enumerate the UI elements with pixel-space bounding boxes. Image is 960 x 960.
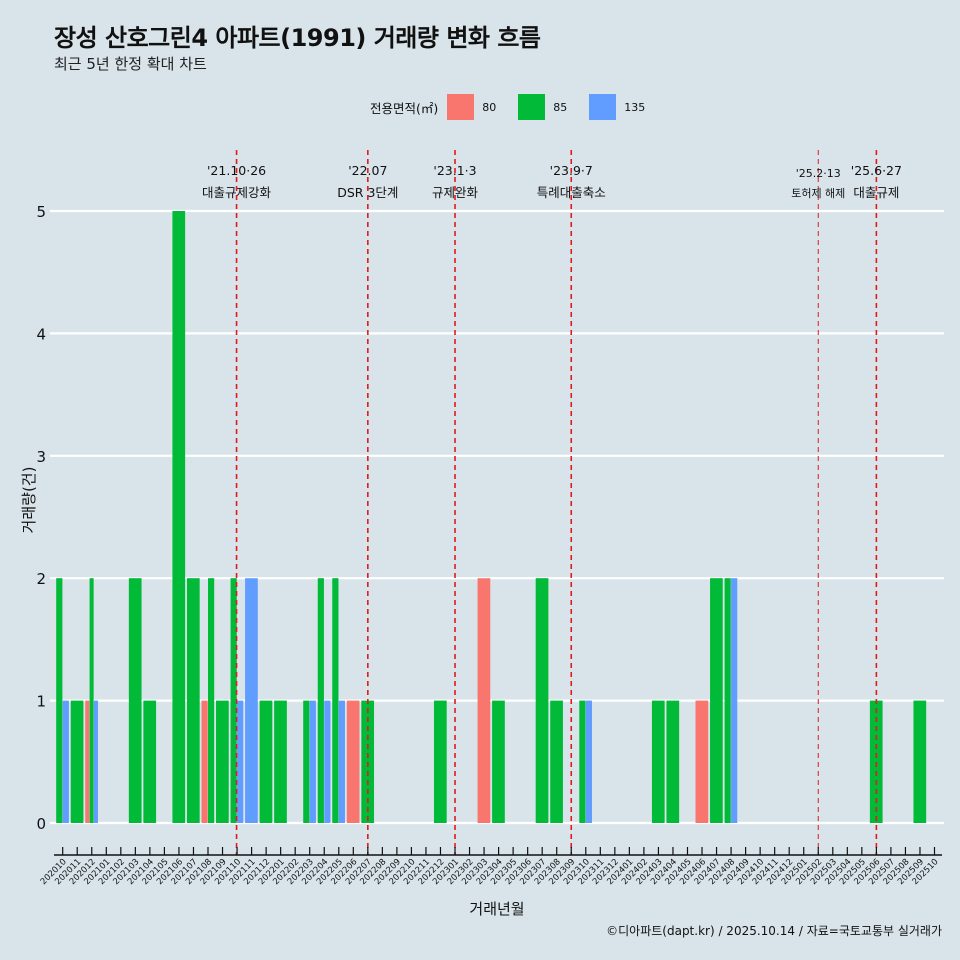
- bar-135-202310: [586, 701, 592, 823]
- bar-85-202204: [318, 578, 324, 823]
- y-axis-title: 거래량(건): [20, 467, 38, 534]
- bar-135-202204: [324, 701, 330, 823]
- bar-85-202404: [666, 701, 679, 823]
- bar-80-202108: [202, 701, 208, 823]
- event-date-label: '23.1·3: [433, 163, 476, 178]
- event-name-label: 특례대출축소: [537, 185, 606, 200]
- bar-135-202111: [245, 578, 258, 823]
- bar-85-202106: [172, 211, 185, 823]
- bar-85-202010: [56, 578, 62, 823]
- bar-135-202408: [731, 578, 737, 823]
- y-tick-label: 1: [36, 693, 46, 711]
- bar-80-202012: [85, 701, 89, 823]
- bar-85-202310: [579, 701, 585, 823]
- bar-135-202110: [237, 701, 243, 823]
- y-tick-label: 0: [36, 815, 46, 833]
- x-axis-title: 거래년월: [469, 900, 524, 918]
- y-tick-label: 5: [36, 203, 46, 221]
- event-name-label: 대출규제강화: [202, 185, 272, 200]
- bar-85-202112: [260, 701, 273, 823]
- bar-85-202308: [550, 701, 563, 823]
- bar-85-202205: [332, 578, 338, 823]
- bar-85-202201: [274, 701, 287, 823]
- bar-85-202107: [187, 578, 200, 823]
- bar-85-202104: [143, 701, 156, 823]
- event-date-label: '23.9·7: [550, 163, 593, 178]
- event-date-label: '25.2·13: [796, 167, 841, 180]
- bar-135-202012: [94, 701, 98, 823]
- bar-85-202408: [725, 578, 731, 823]
- bar-80-202303: [478, 578, 491, 823]
- event-name-label: 규제완화: [432, 185, 479, 200]
- bar-85-202103: [129, 578, 142, 823]
- y-tick-label: 2: [36, 570, 46, 588]
- event-name-label: 토허제 해제: [791, 186, 845, 200]
- bar-85-202407: [710, 578, 723, 823]
- event-name-label: DSR 3단계: [337, 185, 398, 200]
- bar-85-202108: [208, 578, 214, 823]
- bar-85-202509: [913, 701, 926, 823]
- bar-135-202203: [310, 701, 316, 823]
- event-date-label: '22.07: [348, 163, 387, 178]
- bar-85-202304: [492, 701, 505, 823]
- bar-85-202011: [71, 701, 84, 823]
- bar-135-202010: [63, 701, 69, 823]
- bar-85-202307: [536, 578, 549, 823]
- bar-135-202205: [339, 701, 345, 823]
- event-name-label: 대출규제: [853, 185, 899, 200]
- bar-85-202403: [652, 701, 665, 823]
- source-caption: ©디아파트(dapt.kr) / 2025.10.14 / 자료=국토교통부 실…: [606, 922, 942, 939]
- event-date-label: '21.10·26: [207, 163, 266, 178]
- bar-80-202206: [347, 701, 360, 823]
- bar-80-202406: [696, 701, 709, 823]
- bar-85-202109: [216, 701, 229, 823]
- y-tick-label: 3: [36, 448, 46, 466]
- bar-85-202012: [90, 578, 94, 823]
- y-tick-label: 4: [36, 325, 46, 343]
- bar-85-202203: [303, 701, 309, 823]
- bar-85-202212: [434, 701, 447, 823]
- event-date-label: '25.6·27: [851, 163, 902, 178]
